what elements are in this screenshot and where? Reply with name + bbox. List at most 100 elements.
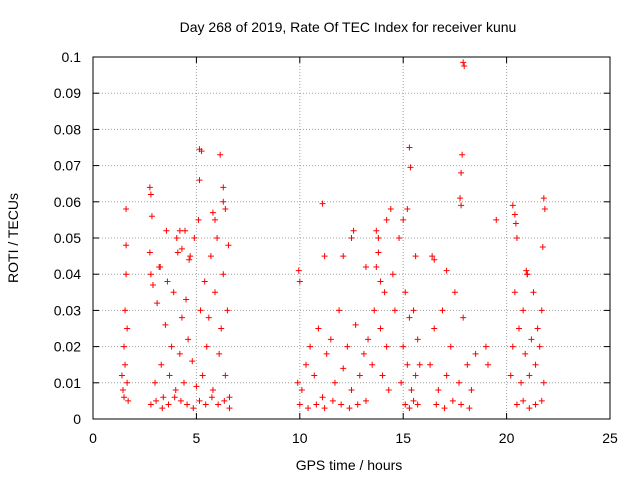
data-point <box>191 235 198 241</box>
data-point <box>226 405 233 412</box>
data-point <box>458 202 465 209</box>
y-tick-label: 0.08 <box>54 121 81 137</box>
data-point <box>451 289 458 296</box>
data-point <box>512 220 519 227</box>
data-point <box>148 213 155 220</box>
y-tick-label: 0 <box>73 411 81 427</box>
data-point <box>212 216 219 223</box>
data-point <box>406 314 413 321</box>
data-point <box>356 372 363 379</box>
data-point <box>431 325 438 332</box>
data-point <box>352 321 359 328</box>
data-point <box>125 397 132 404</box>
data-point <box>205 314 212 321</box>
data-point <box>443 372 450 379</box>
data-point <box>147 401 154 408</box>
data-point <box>123 271 130 278</box>
data-point <box>216 350 223 357</box>
data-point <box>541 206 548 213</box>
data-point <box>379 372 386 379</box>
data-point <box>523 267 530 274</box>
y-tick-label: 0.02 <box>54 339 81 355</box>
data-point <box>459 151 466 158</box>
data-point <box>201 278 208 285</box>
data-point <box>443 267 450 274</box>
data-point <box>412 253 419 260</box>
data-point <box>147 191 154 198</box>
x-tick-label: 15 <box>395 430 411 446</box>
data-point <box>164 278 171 285</box>
data-point <box>460 59 467 66</box>
y-tick-label: 0.07 <box>54 158 81 174</box>
data-point <box>414 401 421 408</box>
data-point <box>389 271 396 278</box>
data-point <box>311 372 318 379</box>
data-point <box>404 361 411 368</box>
data-point <box>406 144 413 151</box>
data-point <box>197 307 204 314</box>
data-point <box>122 361 129 368</box>
data-point <box>441 405 448 412</box>
data-point <box>162 321 169 328</box>
chart-title: Day 268 of 2019, Rate Of TEC Index for r… <box>180 19 517 35</box>
data-point <box>180 379 187 386</box>
data-point <box>157 263 164 270</box>
data-point <box>513 401 520 408</box>
data-point <box>121 394 128 401</box>
data-point <box>402 289 409 296</box>
data-point <box>296 278 303 285</box>
y-tick-label: 0.06 <box>54 194 81 210</box>
data-point <box>190 405 197 412</box>
data-point <box>122 307 129 314</box>
data-point <box>217 151 224 158</box>
data-point <box>346 405 353 412</box>
data-point <box>400 216 407 223</box>
data-point <box>373 263 380 270</box>
data-point <box>536 343 543 350</box>
data-point <box>511 211 518 218</box>
data-point <box>182 227 189 234</box>
data-point <box>410 307 417 314</box>
data-point <box>222 372 229 379</box>
data-point <box>509 202 516 209</box>
data-point <box>530 289 537 296</box>
data-point <box>520 397 527 404</box>
data-point <box>124 325 131 332</box>
data-point <box>202 401 209 408</box>
data-point <box>538 397 545 404</box>
data-point <box>431 256 438 263</box>
data-point <box>195 216 202 223</box>
data-point <box>435 387 442 394</box>
y-tick-label: 0.03 <box>54 302 81 318</box>
x-tick-label: 0 <box>89 430 97 446</box>
y-tick-label: 0.05 <box>54 230 81 246</box>
data-point <box>371 307 378 314</box>
data-point <box>177 397 184 404</box>
data-point <box>313 401 320 408</box>
y-axis-label: ROTI / TECUs <box>5 193 21 283</box>
data-point <box>375 249 382 256</box>
data-point <box>207 253 214 260</box>
data-point <box>158 361 165 368</box>
data-point <box>375 235 382 241</box>
axis-ticks: 0 0.01 0.02 0.03 0.04 0.05 0.06 0.07 0.08 0.09 0.1… <box>54 49 618 446</box>
data-point <box>203 343 210 350</box>
data-point <box>472 350 479 357</box>
data-point <box>377 278 384 285</box>
data-point <box>466 405 473 412</box>
data-point <box>209 209 216 216</box>
data-point <box>198 148 205 155</box>
data-point <box>321 405 328 412</box>
data-point <box>464 361 471 368</box>
data-point <box>362 263 369 270</box>
data-point <box>449 397 456 404</box>
data-point <box>348 235 355 241</box>
data-point <box>121 343 128 350</box>
data-point <box>319 394 326 401</box>
data-point <box>520 307 527 314</box>
grid-lines <box>93 57 610 419</box>
data-point <box>171 394 178 401</box>
data-point <box>387 206 394 213</box>
data-point <box>166 372 173 379</box>
data-point <box>338 401 345 408</box>
